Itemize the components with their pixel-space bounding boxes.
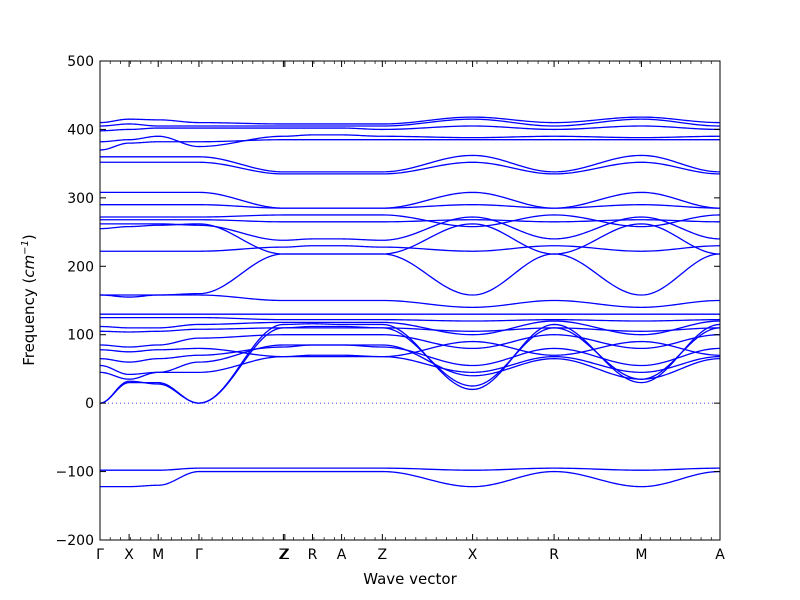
- x-tick-label: Γ: [96, 547, 104, 563]
- y-tick-label: −200: [56, 533, 94, 549]
- y-tick-label: −100: [56, 465, 94, 481]
- band-line-2: [100, 467, 721, 471]
- plot-frame: [99, 60, 721, 541]
- y-axis-label-text: Frequency (: [20, 278, 38, 366]
- plot-background: [100, 61, 720, 540]
- band-line-9: [99, 334, 721, 350]
- x-tick-label: M: [152, 547, 164, 563]
- band-line-12: [100, 316, 721, 322]
- band-line-1: [100, 470, 721, 488]
- x-tick-label: Z: [378, 547, 388, 563]
- band-line-8: [99, 340, 721, 358]
- y-tick-label: 100: [67, 328, 94, 344]
- y-axis-label: Frequency (cm−1): [20, 234, 38, 366]
- y-axis-label-close: ): [20, 234, 38, 240]
- x-tick-label: M: [635, 547, 647, 563]
- x-tick-label: A: [715, 547, 725, 563]
- x-tick-label: R: [549, 547, 559, 563]
- x-axis-label: Wave vector: [363, 570, 457, 588]
- x-tick-label: X: [124, 547, 134, 563]
- band-line-22: [100, 191, 721, 209]
- y-axis-label-exponent: −1: [20, 240, 31, 255]
- band-line-24: [100, 154, 721, 173]
- band-line-29: [99, 116, 721, 125]
- band-line-25: [99, 139, 720, 151]
- band-line-19: [100, 219, 721, 223]
- x-tick-label: A: [337, 547, 347, 563]
- series-layer: [99, 116, 721, 488]
- band-line-28: [99, 118, 721, 127]
- x-tick-label: R: [308, 547, 318, 563]
- y-axis-label-unit: cm: [20, 255, 38, 278]
- band-line-11: [99, 320, 721, 336]
- y-tick-layer: −200 −100 0 100 200 300 400 500: [56, 54, 720, 549]
- band-line-10: [99, 327, 721, 333]
- band-line-23: [100, 161, 721, 175]
- y-tick-label: 500: [67, 54, 94, 70]
- band-line-3: [99, 325, 721, 404]
- x-tick-label: X: [468, 547, 478, 563]
- band-line-26: [99, 134, 721, 148]
- band-line-18: [100, 216, 721, 241]
- band-line-16: [100, 245, 721, 252]
- band-line-17: [99, 223, 721, 255]
- y-tick-label: 0: [85, 396, 94, 412]
- band-line-20: [100, 214, 721, 228]
- y-tick-label: 300: [67, 191, 94, 207]
- x-tick-label: Z: [279, 547, 289, 563]
- band-line-7: [99, 344, 721, 367]
- band-line-27: [99, 125, 721, 132]
- x-tick-label: Z: [280, 547, 290, 563]
- y-tick-label: 400: [67, 122, 94, 138]
- x-tick-label: Γ: [195, 547, 203, 563]
- y-tick-label: 200: [67, 259, 94, 275]
